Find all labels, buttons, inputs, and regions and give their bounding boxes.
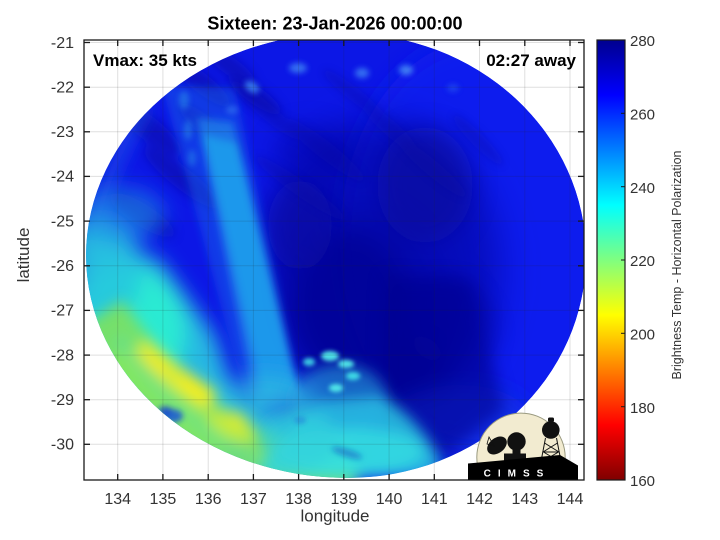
svg-text:139: 139 — [330, 491, 357, 508]
svg-text:latitude: latitude — [14, 228, 33, 283]
svg-text:135: 135 — [150, 491, 177, 508]
svg-text:Sixteen: 23-Jan-2026 00:00:00: Sixteen: 23-Jan-2026 00:00:00 — [207, 14, 462, 34]
svg-text:180: 180 — [630, 400, 655, 417]
svg-text:134: 134 — [104, 491, 131, 508]
svg-text:220: 220 — [630, 253, 655, 270]
svg-text:136: 136 — [195, 491, 222, 508]
svg-text:260: 260 — [630, 107, 655, 124]
svg-text:Vmax: 35 kts: Vmax: 35 kts — [93, 51, 197, 70]
svg-text:-29: -29 — [51, 392, 74, 409]
svg-text:160: 160 — [630, 473, 655, 490]
svg-text:-26: -26 — [51, 258, 74, 275]
svg-text:-21: -21 — [51, 35, 74, 52]
svg-text:-24: -24 — [51, 169, 74, 186]
svg-text:140: 140 — [376, 491, 403, 508]
svg-text:-22: -22 — [51, 80, 74, 97]
svg-text:-27: -27 — [51, 303, 74, 320]
svg-text:143: 143 — [511, 491, 538, 508]
svg-text:Brightness Temp - Horizontal P: Brightness Temp - Horizontal Polarizatio… — [670, 150, 684, 379]
svg-text:02:27 away: 02:27 away — [486, 51, 576, 70]
svg-text:240: 240 — [630, 180, 655, 197]
svg-text:CIMSS: CIMSS — [484, 469, 551, 480]
svg-text:137: 137 — [240, 491, 267, 508]
svg-text:-30: -30 — [51, 437, 74, 454]
svg-text:-28: -28 — [51, 347, 74, 364]
svg-text:141: 141 — [421, 491, 448, 508]
svg-text:142: 142 — [466, 491, 493, 508]
svg-text:-25: -25 — [51, 213, 74, 230]
svg-text:200: 200 — [630, 327, 655, 344]
svg-text:144: 144 — [557, 491, 584, 508]
svg-text:-23: -23 — [51, 124, 74, 141]
svg-text:138: 138 — [285, 491, 312, 508]
svg-text:longitude: longitude — [300, 507, 369, 526]
svg-text:280: 280 — [630, 33, 655, 50]
